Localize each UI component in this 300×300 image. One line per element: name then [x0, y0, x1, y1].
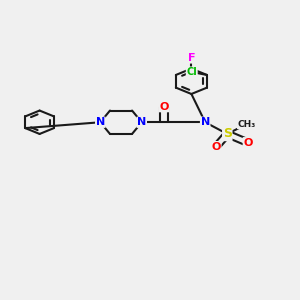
Text: CH₃: CH₃	[238, 120, 256, 129]
Text: O: O	[212, 142, 221, 152]
Text: Cl: Cl	[186, 67, 197, 77]
Text: N: N	[201, 117, 210, 127]
Text: N: N	[137, 117, 146, 127]
Text: S: S	[223, 128, 232, 140]
Text: O: O	[243, 138, 253, 148]
Text: O: O	[159, 102, 169, 112]
Text: N: N	[96, 117, 105, 127]
Text: F: F	[188, 53, 195, 63]
